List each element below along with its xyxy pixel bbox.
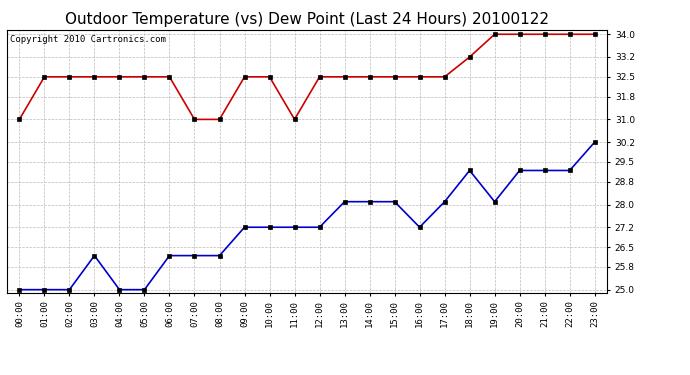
Title: Outdoor Temperature (vs) Dew Point (Last 24 Hours) 20100122: Outdoor Temperature (vs) Dew Point (Last…	[65, 12, 549, 27]
Text: Copyright 2010 Cartronics.com: Copyright 2010 Cartronics.com	[10, 35, 166, 44]
